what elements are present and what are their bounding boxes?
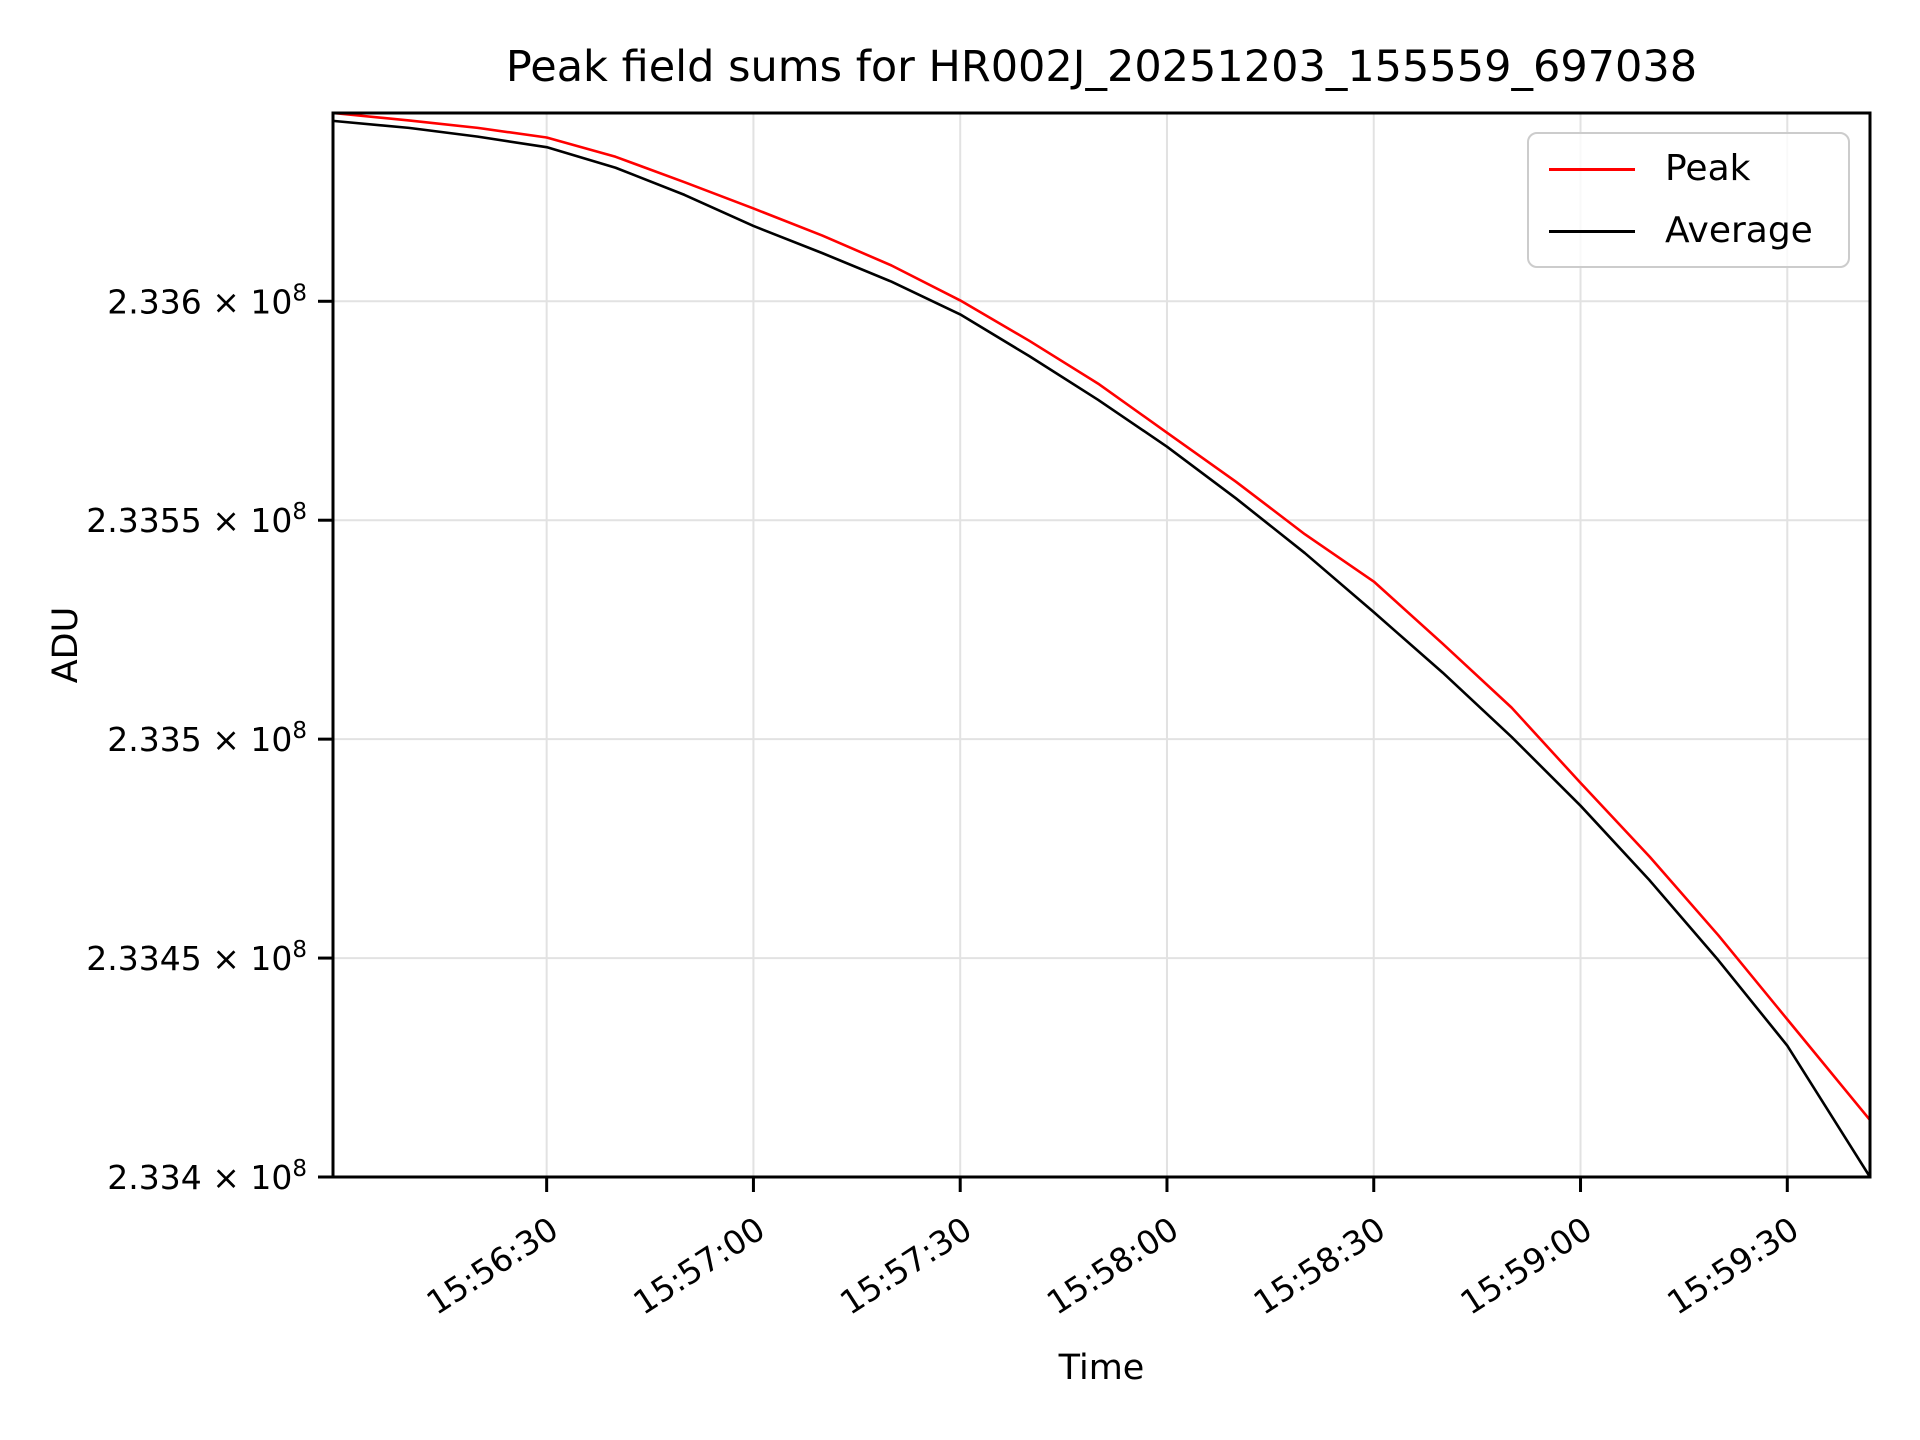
y-tick-label: 2.334 × 108 bbox=[107, 1156, 307, 1197]
plot-border bbox=[331, 111, 1872, 1179]
x-tick-label: 15:56:30 bbox=[419, 1209, 565, 1322]
x-tick-label: 15:59:30 bbox=[1660, 1209, 1806, 1322]
legend-item-average: Average bbox=[1549, 213, 1848, 249]
series-line-peak bbox=[332, 111, 1872, 1121]
x-tick-label: 15:58:00 bbox=[1040, 1209, 1186, 1322]
x-tick-label: 15:58:30 bbox=[1247, 1209, 1393, 1322]
average-line-swatch bbox=[1549, 229, 1635, 233]
peak-line-swatch bbox=[1549, 167, 1635, 171]
legend-item-peak: Peak bbox=[1549, 151, 1848, 187]
y-tick-label: 2.3345 × 108 bbox=[86, 937, 307, 978]
y-axis-label: ADU bbox=[46, 606, 86, 684]
x-axis-label: Time bbox=[1058, 1348, 1145, 1388]
y-tick-label: 2.336 × 108 bbox=[107, 280, 307, 321]
x-tick-label: 15:59:00 bbox=[1453, 1209, 1599, 1322]
legend-label-average: Average bbox=[1665, 210, 1813, 251]
series-line-average bbox=[332, 119, 1872, 1178]
y-tick-label: 2.335 × 108 bbox=[107, 718, 307, 759]
legend-label-peak: Peak bbox=[1665, 148, 1751, 189]
chart-title: Peak field sums for HR002J_20251203_1555… bbox=[505, 42, 1698, 92]
y-tick-label: 2.3355 × 108 bbox=[86, 499, 307, 540]
x-tick-label: 15:57:00 bbox=[626, 1209, 772, 1322]
x-tick-label: 15:57:30 bbox=[833, 1209, 979, 1322]
legend: Peak Average bbox=[1527, 132, 1850, 268]
